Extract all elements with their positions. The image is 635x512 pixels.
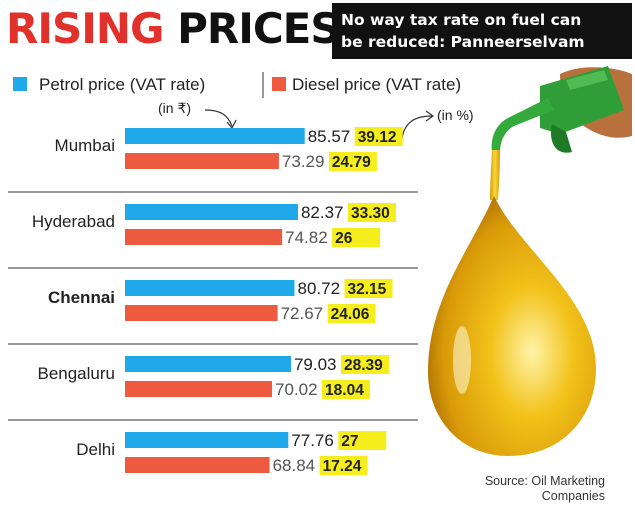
diesel-vat-label: 26 bbox=[335, 230, 353, 247]
diesel-vat-label: 17.24 bbox=[323, 458, 362, 475]
price-unit-label: (in ₹) bbox=[158, 100, 191, 116]
diesel-bar bbox=[125, 457, 270, 473]
subhead-line-2: be reduced: Panneerselvam bbox=[341, 33, 585, 51]
city-label: Hyderabad bbox=[32, 212, 115, 231]
diesel-vat-highlight bbox=[327, 304, 376, 323]
vat-unit-arrowhead bbox=[425, 110, 435, 122]
headline-word-prices: PRICES bbox=[177, 4, 341, 53]
petrol-price-label: 85.57 bbox=[308, 127, 351, 146]
diesel-vat-highlight bbox=[319, 456, 368, 475]
diesel-price-label: 70.02 bbox=[275, 380, 318, 399]
diesel-vat-highlight bbox=[328, 152, 377, 171]
source-line-1: Source: Oil Marketing bbox=[485, 474, 605, 488]
petrol-bar bbox=[125, 128, 305, 144]
petrol-vat-highlight bbox=[354, 127, 403, 146]
petrol-vat-label: 39.12 bbox=[358, 129, 397, 146]
petrol-bar bbox=[125, 432, 289, 448]
fuel-drop-shine bbox=[453, 326, 471, 394]
headline: RISING PRICES bbox=[6, 2, 341, 56]
legend-petrol-label: Petrol price (VAT rate) bbox=[39, 75, 205, 94]
diesel-vat-label: 18.04 bbox=[325, 382, 364, 399]
petrol-bar bbox=[125, 280, 295, 296]
fuel-nozzle-illustration bbox=[491, 66, 632, 153]
nozzle-handle bbox=[540, 66, 624, 134]
diesel-bar bbox=[125, 381, 273, 397]
petrol-vat-highlight bbox=[340, 355, 389, 374]
petrol-vat-highlight bbox=[347, 203, 396, 222]
petrol-vat-label: 33.30 bbox=[351, 205, 390, 222]
petrol-vat-label: 27 bbox=[341, 433, 358, 450]
petrol-price-label: 80.72 bbox=[298, 279, 341, 298]
diesel-vat-highlight bbox=[322, 380, 371, 399]
vat-unit-arrow bbox=[401, 115, 433, 139]
source-line-2: Companies bbox=[542, 489, 605, 503]
subhead-line-1: No way tax rate on fuel can bbox=[341, 11, 582, 29]
bar-groups: Mumbai 85.57 39.12 73.29 24.79 Hyderabad 82.37… bbox=[8, 127, 418, 475]
price-unit-arrow bbox=[204, 109, 233, 127]
diesel-price-label: 72.67 bbox=[281, 304, 324, 323]
fuel-stream bbox=[490, 150, 500, 200]
diesel-bar bbox=[125, 153, 279, 169]
diesel-vat-label: 24.79 bbox=[332, 154, 371, 171]
diesel-bar bbox=[125, 305, 278, 321]
legend-diesel-swatch bbox=[272, 77, 286, 91]
petrol-price-label: 82.37 bbox=[301, 203, 344, 222]
petrol-vat-label: 28.39 bbox=[344, 357, 383, 374]
petrol-price-label: 77.76 bbox=[291, 431, 334, 450]
diesel-price-label: 73.29 bbox=[282, 152, 325, 171]
diesel-vat-label: 24.06 bbox=[331, 306, 370, 323]
petrol-vat-highlight bbox=[344, 279, 393, 298]
vat-unit-label: (in %) bbox=[437, 107, 474, 123]
petrol-bar bbox=[125, 356, 291, 372]
petrol-bar bbox=[125, 204, 298, 220]
headline-word-rising: RISING bbox=[6, 4, 164, 53]
nozzle-spout bbox=[491, 98, 554, 152]
subhead-banner: No way tax rate on fuel can be reduced: … bbox=[332, 3, 632, 59]
nozzle-highlight bbox=[566, 70, 608, 90]
diesel-vat-highlight bbox=[332, 228, 381, 247]
city-label: Mumbai bbox=[55, 136, 115, 155]
diesel-bar bbox=[125, 229, 283, 245]
legend-diesel-label: Diesel price (VAT rate) bbox=[292, 75, 461, 94]
diesel-price-label: 74.82 bbox=[285, 228, 328, 247]
city-label: Delhi bbox=[76, 440, 115, 459]
diesel-price-label: 68.84 bbox=[273, 456, 316, 475]
legend-petrol-swatch bbox=[13, 77, 27, 91]
city-label: Chennai bbox=[48, 288, 115, 307]
petrol-vat-highlight bbox=[338, 431, 387, 450]
petrol-vat-label: 32.15 bbox=[348, 281, 387, 298]
fuel-drop bbox=[428, 196, 596, 456]
nozzle-trigger bbox=[550, 124, 572, 153]
petrol-price-label: 79.03 bbox=[294, 355, 337, 374]
city-label: Bengaluru bbox=[37, 364, 115, 383]
